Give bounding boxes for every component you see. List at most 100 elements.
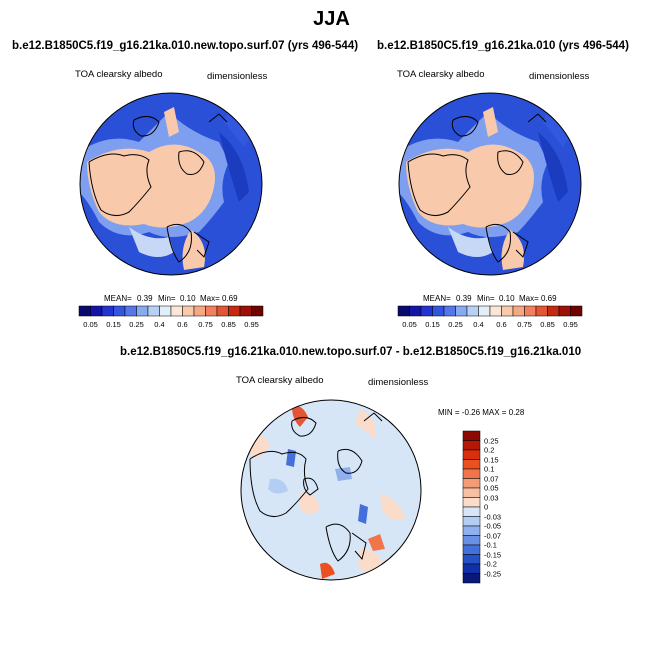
colorbar-swatch: [90, 305, 103, 317]
colorbar-tick-label: 0.95: [563, 320, 578, 329]
colorbar-swatch: [462, 506, 481, 517]
panel-1-colorbar-labels: 0.05 0.15 0.25 0.4 0.6 0.75 0.85 0.95: [79, 320, 263, 332]
colorbar-tick-label: -0.05: [484, 521, 502, 531]
panel-2-mean-label: MEAN=: [423, 294, 451, 303]
colorbar-swatch: [489, 305, 502, 317]
colorbar-tick-label: 0.25: [129, 320, 144, 329]
colorbar-tick-label: 0.05: [402, 320, 417, 329]
colorbar-swatch: [512, 305, 525, 317]
colorbar-tick-label: 0.4: [154, 320, 165, 329]
colorbar-swatch: [462, 459, 481, 470]
colorbar-swatch: [409, 305, 422, 317]
colorbar-swatch: [432, 305, 445, 317]
colorbar-tick-label: 0.25: [484, 436, 499, 445]
colorbar-tick-label: 0.2: [484, 445, 495, 455]
colorbar-swatch: [455, 305, 468, 317]
colorbar-swatch: [462, 468, 481, 479]
colorbar-swatch: [462, 554, 481, 565]
colorbar-tick-label: 0.6: [496, 320, 507, 329]
diff-panel-title: b.e12.B1850C5.f19_g16.21ka.010.new.topo.…: [120, 346, 582, 358]
diff-panel-variable-label: TOA clearsky albedo: [236, 375, 324, 386]
colorbar-swatch: [147, 305, 160, 317]
colorbar-tick-label: 0.75: [517, 320, 532, 329]
diff-polar-map: [240, 399, 422, 581]
colorbar-swatch: [124, 305, 137, 317]
colorbar-swatch: [462, 544, 481, 555]
colorbar-tick-label: 0.05: [83, 320, 98, 329]
colorbar-swatch: [462, 478, 481, 489]
panel-1-units-label: dimensionless: [207, 71, 268, 82]
panel-2-min-label: Min=: [477, 294, 495, 303]
panel-2-colorbar: [397, 305, 583, 317]
colorbar-swatch: [462, 487, 481, 498]
panel-2-units-label: dimensionless: [529, 71, 590, 82]
panel-2-mean-value: 0.39: [456, 294, 472, 303]
colorbar-tick-label: 0.4: [473, 320, 484, 329]
panel-2-max-value: 0.69: [541, 294, 557, 303]
colorbar-swatch: [524, 305, 537, 317]
colorbar-swatch: [216, 305, 229, 317]
diff-colorbar: [462, 430, 481, 584]
colorbar-swatch: [466, 305, 479, 317]
colorbar-swatch: [462, 430, 481, 441]
colorbar-tick-label: 0.75: [198, 320, 213, 329]
colorbar-swatch: [78, 305, 91, 317]
colorbar-swatch: [501, 305, 514, 317]
colorbar-swatch: [570, 305, 583, 317]
colorbar-swatch: [170, 305, 183, 317]
colorbar-swatch: [462, 535, 481, 546]
colorbar-swatch: [420, 305, 433, 317]
panel-1-mean-value: 0.39: [137, 294, 153, 303]
colorbar-swatch: [462, 497, 481, 508]
panel-2-max-label: Max=: [519, 294, 539, 303]
colorbar-swatch: [462, 516, 481, 527]
panel-1-title: b.e12.B1850C5.f19_g16.21ka.010.new.topo.…: [12, 40, 359, 52]
panel-1-variable-label: TOA clearsky albedo: [75, 69, 163, 80]
panel-2-title: b.e12.B1850C5.f19_g16.21ka.010 (yrs 496-…: [377, 40, 629, 52]
colorbar-swatch: [547, 305, 560, 317]
colorbar-swatch: [443, 305, 456, 317]
panel-2-min-value: 0.10: [499, 294, 515, 303]
colorbar-swatch: [136, 305, 149, 317]
colorbar-tick-label: -0.03: [484, 512, 502, 521]
diff-panel-units-label: dimensionless: [368, 377, 429, 388]
season-title: JJA: [313, 8, 350, 30]
panel-1-polar-map: [79, 92, 263, 276]
panel-1-max-label: Max=: [200, 294, 220, 303]
colorbar-swatch: [478, 305, 491, 317]
colorbar-tick-label: 0.1: [484, 464, 495, 474]
colorbar-tick-label: 0.03: [484, 493, 499, 502]
colorbar-tick-label: -0.07: [484, 531, 502, 540]
colorbar-tick-label: 0.15: [484, 455, 499, 464]
colorbar-swatch: [113, 305, 126, 317]
colorbar-swatch: [462, 573, 481, 584]
panel-1-min-value: 0.10: [180, 294, 196, 303]
colorbar-tick-label: -0.15: [484, 550, 502, 559]
colorbar-swatch: [101, 305, 114, 317]
colorbar-swatch: [228, 305, 241, 317]
colorbar-tick-label: 0.15: [425, 320, 440, 329]
panel-1-mean-label: MEAN=: [104, 294, 132, 303]
colorbar-swatch: [193, 305, 206, 317]
panel-2-variable-label: TOA clearsky albedo: [397, 69, 485, 80]
colorbar-tick-label: 0.05: [484, 483, 499, 493]
colorbar-swatch: [558, 305, 571, 317]
colorbar-tick-label: -0.25: [484, 569, 502, 578]
panel-1-min-label: Min=: [158, 294, 176, 303]
colorbar-swatch: [182, 305, 195, 317]
colorbar-tick-label: -0.1: [484, 540, 497, 550]
colorbar-swatch: [462, 440, 481, 451]
colorbar-swatch: [462, 525, 481, 536]
colorbar-swatch: [159, 305, 172, 317]
diff-panel-minmax: MIN = -0.26 MAX = 0.28: [438, 408, 525, 417]
colorbar-tick-label: 0: [484, 502, 489, 512]
panel-1-max-value: 0.69: [222, 294, 238, 303]
colorbar-swatch: [397, 305, 410, 317]
colorbar-swatch: [462, 563, 481, 574]
panel-2-colorbar-labels: 0.05 0.15 0.25 0.4 0.6 0.75 0.85 0.95: [398, 320, 582, 332]
colorbar-tick-label: -0.2: [484, 559, 497, 569]
colorbar-swatch: [535, 305, 548, 317]
colorbar-tick-label: 0.07: [484, 474, 499, 483]
colorbar-swatch: [205, 305, 218, 317]
colorbar-tick-label: 0.6: [177, 320, 188, 329]
